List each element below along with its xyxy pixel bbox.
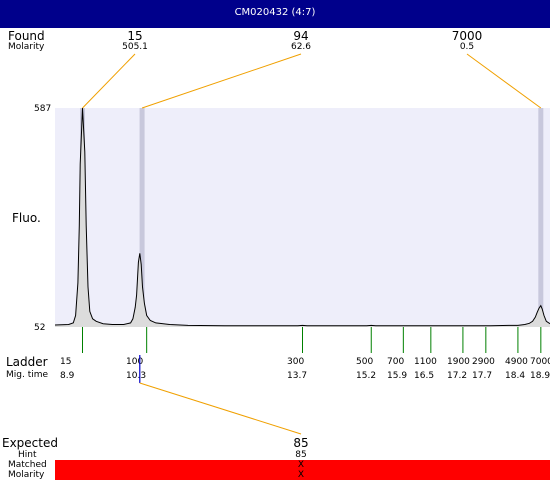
ladder-size-3: 500: [356, 357, 374, 367]
ladder-time-4: 15.9: [387, 371, 408, 381]
found-connector-0: [82, 53, 136, 109]
ladder-size-2: 300: [287, 357, 305, 367]
ladder-size-8: 4900: [505, 357, 528, 367]
expected-matched: X: [297, 460, 305, 470]
mig-time-label: Mig. time: [6, 370, 49, 380]
expected-connector: [139, 382, 302, 435]
fluo-label: Fluo.: [12, 211, 41, 225]
ladder-label: Ladder: [6, 355, 48, 369]
ladder-size-6: 1900: [447, 357, 470, 367]
trace-line: [54, 107, 550, 327]
found-molarity-2: 0.5: [459, 42, 475, 52]
window-title: CM020432 (4:7): [234, 7, 316, 18]
y-max-label: 587: [34, 104, 52, 114]
found-molarity-1: 62.6: [290, 42, 312, 52]
ladder-time-2: 13.7: [287, 371, 308, 381]
hint-label: Hint: [18, 450, 37, 460]
found-connector-2: [466, 53, 542, 109]
ladder-size-0: 15: [60, 357, 72, 367]
molarity-label: Molarity: [8, 42, 45, 52]
molarity-bottom-label: Molarity: [8, 470, 45, 480]
ladder-time-1: 10.3: [126, 371, 147, 381]
expected-hint: 85: [295, 450, 307, 460]
ladder-size-5: 1100: [414, 357, 437, 367]
ladder-time-6: 17.2: [447, 371, 468, 381]
ladder-time-9: 18.9: [530, 371, 550, 381]
found-size-1: 94: [293, 29, 309, 43]
plot-background: [55, 108, 550, 327]
matched-bar: [55, 460, 550, 480]
ladder-size-7: 2900: [472, 357, 495, 367]
expected-molarity: X: [297, 470, 305, 480]
found-peak-band-1: [139, 108, 145, 327]
found-size-2: 7000: [451, 29, 483, 43]
ladder-time-5: 16.5: [414, 371, 435, 381]
found-label: Found: [8, 29, 45, 43]
found-molarity-0: 505.1: [122, 42, 148, 52]
ladder-time-3: 15.2: [356, 371, 377, 381]
ladder-size-9: 7000: [530, 357, 550, 367]
ladder-time-0: 8.9: [60, 371, 75, 381]
found-size-0: 15: [127, 29, 143, 43]
ladder-time-8: 18.4: [505, 371, 526, 381]
found-peak-band-2: [538, 108, 544, 327]
y-min-label: 52: [34, 323, 46, 333]
ladder-time-7: 17.7: [472, 371, 493, 381]
ladder-size-1: 100: [126, 357, 144, 367]
expected-label: Expected: [2, 436, 58, 450]
matched-label: Matched: [8, 460, 47, 470]
title-bar: CM020432 (4:7): [0, 0, 550, 28]
expected-size: 85: [293, 436, 309, 450]
found-connector-1: [141, 53, 302, 109]
ladder-size-4: 700: [387, 357, 405, 367]
